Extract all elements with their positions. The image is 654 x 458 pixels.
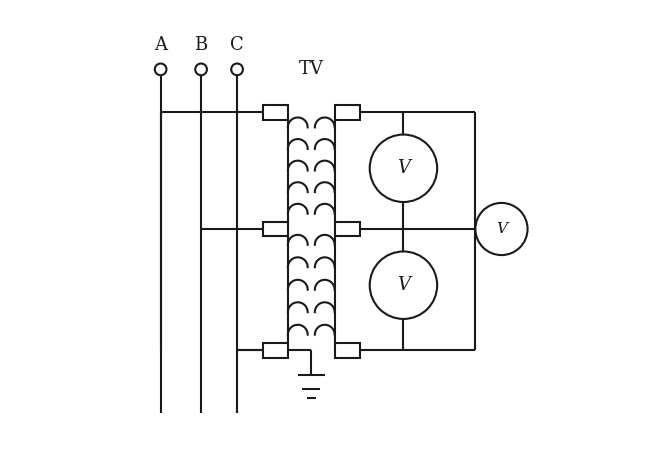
Circle shape [370,251,437,319]
Circle shape [475,203,528,255]
Bar [335,222,360,236]
Circle shape [196,64,207,75]
Text: TV: TV [299,60,324,78]
Text: C: C [230,36,244,54]
Text: V: V [496,222,507,236]
Circle shape [370,135,437,202]
Text: V: V [397,159,410,177]
Bar [335,343,360,358]
Circle shape [232,64,243,75]
Circle shape [155,64,167,75]
Bar [335,105,360,120]
Bar [263,343,288,358]
Text: A: A [154,36,167,54]
Bar [263,105,288,120]
Text: B: B [194,36,208,54]
Text: V: V [397,276,410,294]
Bar [263,222,288,236]
